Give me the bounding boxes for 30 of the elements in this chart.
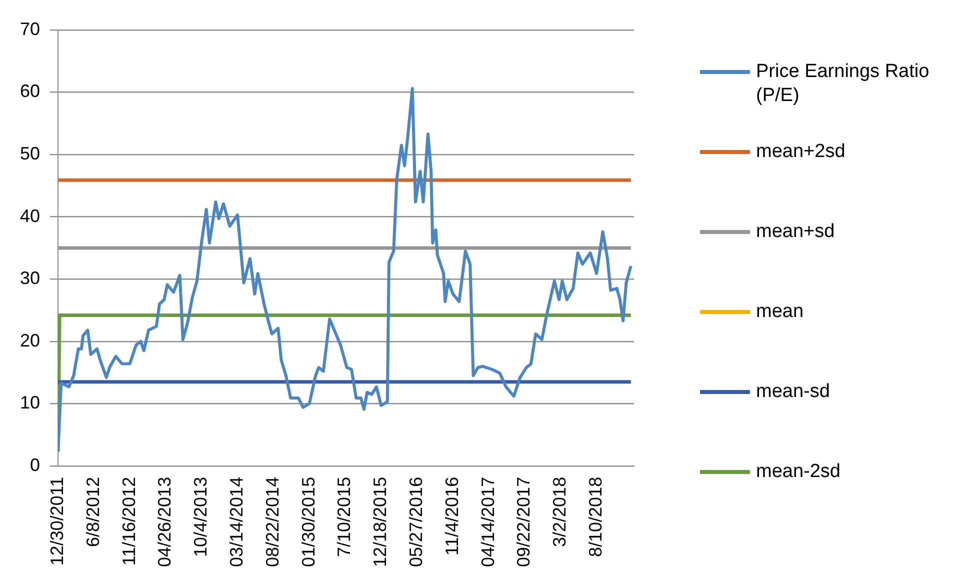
y-tick-label: 70 (20, 18, 40, 39)
x-tick-label: 12/18/2015 (370, 476, 390, 568)
y-tick-label: 20 (20, 330, 40, 350)
x-tick-label: 03/14/2014 (226, 476, 246, 568)
legend-label: Price Earnings Ratio (P/E) (756, 60, 930, 108)
y-tick-label: 10 (20, 392, 40, 413)
x-tick-label: 12/30/2011 (46, 476, 67, 566)
x-tick-label: 11/16/2012 (118, 476, 139, 566)
y-tick-label: 30 (20, 268, 40, 288)
legend-label: mean (756, 300, 805, 324)
x-tick-label: 7/10/2015 (334, 476, 354, 557)
x-tick-label: 11/4/2016 (442, 476, 462, 556)
legend-label: mean-2sd (756, 460, 842, 484)
x-tick-label: 10/4/2013 (190, 476, 211, 557)
y-tick-label: 50 (20, 144, 40, 164)
x-tick-label: 04/14/2017 (478, 476, 498, 568)
x-tick-label: 01/30/2015 (298, 476, 318, 568)
x-tick-label: 08/22/2014 (262, 476, 282, 568)
x-tick-label: 05/27/2016 (406, 476, 426, 568)
legend-label: mean+2sd (756, 140, 846, 164)
legend-label: mean-sd (756, 380, 831, 404)
y-tick-label: 40 (20, 206, 40, 226)
y-tick-label: 0 (30, 454, 40, 475)
x-tick-label: 09/22/2017 (514, 476, 534, 568)
x-tick-label: 6/8/2012 (82, 476, 103, 547)
legend-label: mean+sd (756, 220, 836, 244)
x-tick-label: 3/2/2018 (550, 476, 570, 547)
x-tick-label: 8/10/2018 (586, 476, 606, 557)
y-tick-label: 60 (20, 81, 40, 102)
x-tick-label: 04/26/2013 (154, 476, 175, 568)
